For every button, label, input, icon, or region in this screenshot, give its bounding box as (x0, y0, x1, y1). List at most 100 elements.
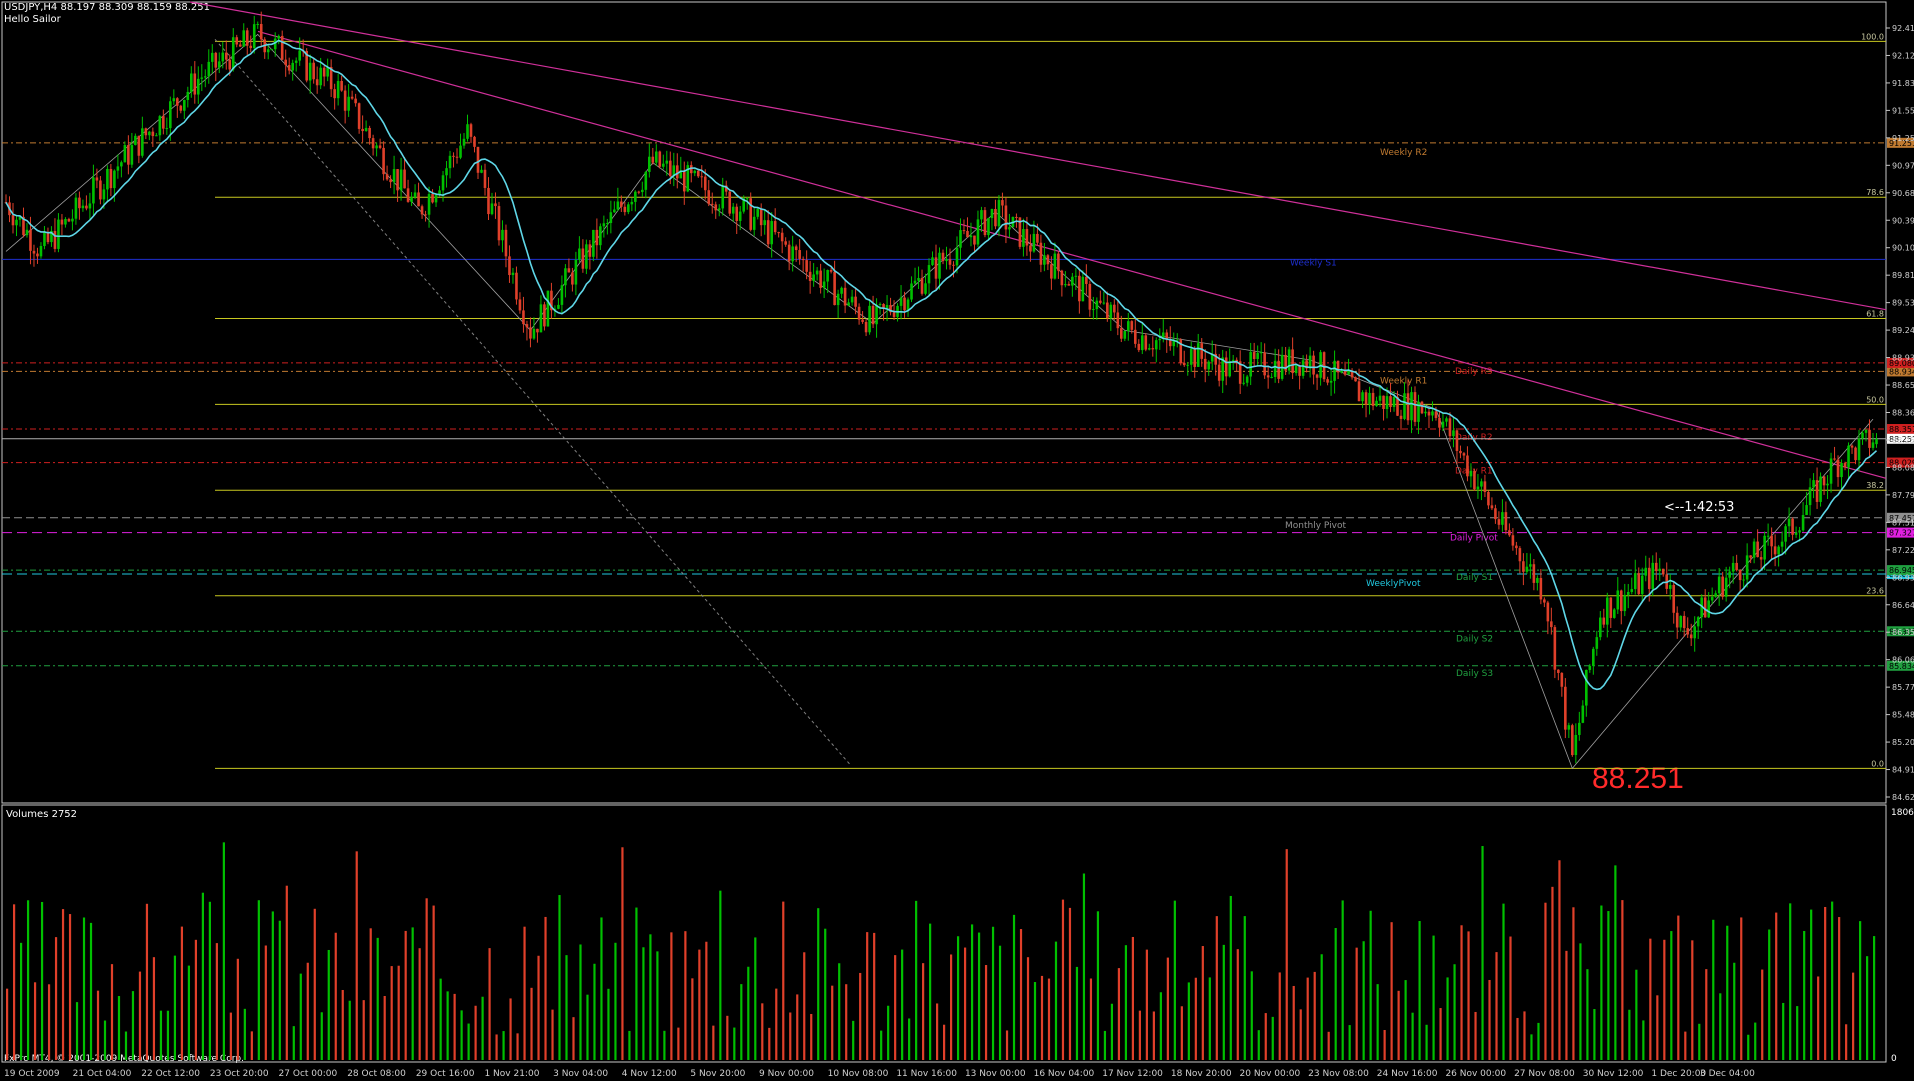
candle-body (1553, 627, 1557, 670)
volume-bar (1817, 976, 1820, 1060)
volume-bar (334, 932, 337, 1060)
volume-bar (1068, 907, 1072, 1060)
candle-body (752, 216, 756, 230)
volume-bar (390, 966, 393, 1060)
candle-body (1682, 615, 1686, 629)
candle-body (1406, 393, 1410, 421)
volume-bar (1201, 946, 1204, 1060)
candle-body (1294, 365, 1298, 374)
candle-body (1857, 438, 1861, 461)
candle-body (1137, 343, 1141, 351)
candle-body (679, 170, 683, 179)
candle-body (651, 156, 655, 163)
volume-bar (1369, 910, 1372, 1060)
candle-body (613, 209, 616, 213)
candle-body (11, 215, 15, 226)
volume-bar (1810, 909, 1813, 1060)
candle-body (1168, 339, 1172, 347)
x-tick-label: 17 Nov 12:00 (1102, 1069, 1163, 1079)
volume-bar (936, 1003, 939, 1060)
candle-body (1483, 481, 1487, 493)
x-tick-label: 28 Oct 08:00 (347, 1069, 406, 1079)
candle-body (1515, 545, 1518, 549)
candle-body (571, 272, 574, 285)
volume-bar (257, 900, 260, 1060)
volume-bar (446, 991, 449, 1060)
candle-body (1336, 360, 1340, 373)
volume-bar (1166, 957, 1169, 1060)
volume-bar (425, 898, 428, 1060)
x-tick-label: 23 Oct 20:00 (210, 1069, 269, 1079)
volume-bar (271, 911, 274, 1060)
volume-bar (341, 989, 344, 1060)
candle-body (686, 165, 690, 192)
y-tick-label: 87.220 (1892, 546, 1914, 555)
volume-bar (887, 1005, 890, 1060)
candle-body (141, 128, 144, 156)
volume-bar (831, 985, 834, 1060)
candle-body (906, 299, 910, 311)
candle-body (1805, 505, 1808, 516)
candle-body (403, 169, 406, 189)
candle-body (1501, 512, 1504, 525)
volume-bar (943, 1024, 946, 1060)
candle-body (25, 229, 29, 236)
volume-bar (1614, 865, 1617, 1060)
volume-bar (1173, 900, 1176, 1060)
candle-body (1854, 447, 1857, 461)
candle-body (833, 271, 836, 306)
candle-body (1256, 352, 1259, 359)
volume-bar (411, 927, 414, 1060)
candle-body (634, 191, 637, 202)
volume-bar (1565, 950, 1568, 1060)
candle-body (92, 177, 95, 204)
candle-body (1043, 255, 1046, 265)
candle-body (529, 327, 532, 339)
volume-bar (1803, 930, 1806, 1060)
candle-body (396, 169, 399, 191)
candle-body (815, 270, 819, 275)
x-tick-label: 10 Nov 08:00 (828, 1069, 889, 1079)
candle-body (1308, 355, 1312, 369)
candle-body (1717, 576, 1721, 594)
candle-body (158, 116, 162, 136)
candle-body (1504, 512, 1508, 531)
candle-body (627, 204, 630, 213)
x-tick-label: 29 Oct 16:00 (416, 1069, 475, 1079)
y-tick-label: 88.365 (1892, 409, 1914, 418)
level-price-tag (1887, 512, 1914, 523)
candle-body (102, 189, 106, 200)
candle-body (1106, 302, 1109, 319)
volume-bar (740, 984, 743, 1060)
candle-body (948, 258, 952, 265)
volume-bar (984, 965, 988, 1060)
volume-bar (1327, 1031, 1330, 1060)
y-tick-label: 87.510 (1892, 518, 1914, 527)
candle-body (144, 128, 148, 136)
candle-body (343, 90, 347, 111)
candle-body (228, 59, 232, 70)
candle-body (1396, 396, 1399, 416)
volume-bar (299, 973, 302, 1060)
volume-bar (1544, 902, 1547, 1060)
candle-body (735, 206, 739, 221)
level-price-tag (1887, 457, 1914, 468)
candle-body (511, 272, 515, 276)
level-label: Monthly Pivot (1285, 521, 1346, 531)
candle-body (665, 160, 669, 164)
candle-body (137, 135, 141, 156)
candle-body (29, 229, 32, 251)
candle-body (1305, 360, 1308, 369)
candle-body (1385, 396, 1389, 410)
candle-body (1861, 432, 1864, 439)
candle-body (350, 96, 354, 99)
candle-body (1749, 555, 1752, 558)
volume-bar (138, 971, 142, 1060)
y-tick-label: 86.640 (1892, 601, 1914, 610)
volume-bar (229, 1012, 232, 1060)
candle-body (364, 127, 368, 132)
candle-body (1196, 343, 1200, 367)
candle-body (382, 147, 385, 175)
volume-bar (817, 908, 820, 1060)
